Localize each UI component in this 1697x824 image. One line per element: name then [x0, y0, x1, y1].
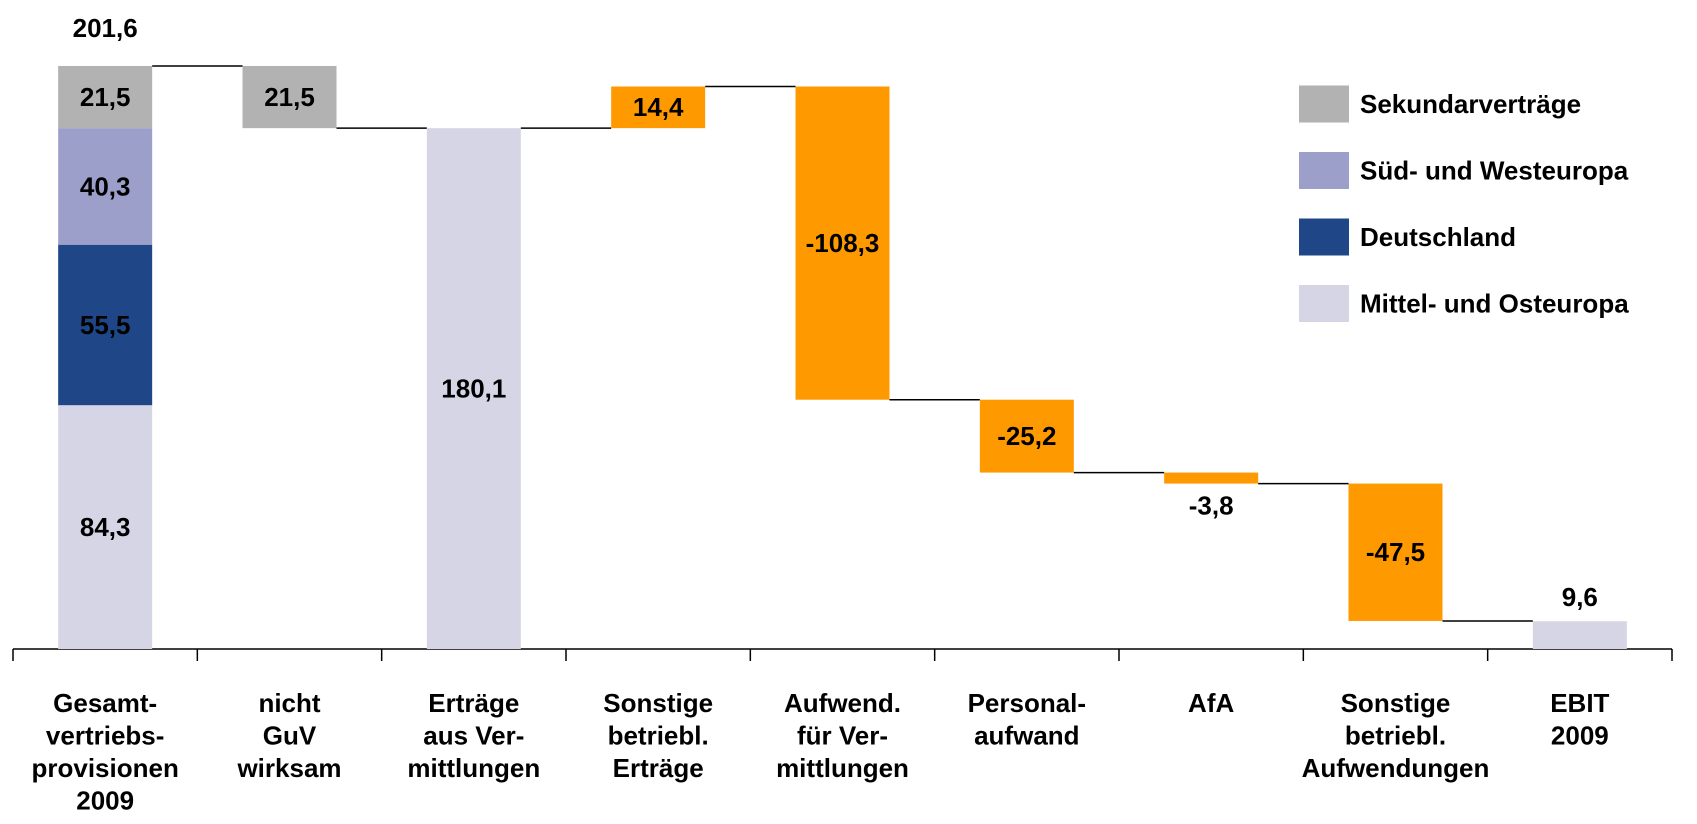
value-label: 201,6	[73, 13, 138, 43]
bar	[1348, 483, 1443, 621]
value-label: 40,3	[80, 171, 131, 201]
legend-swatch	[1299, 218, 1349, 256]
value-label: -47,5	[1366, 537, 1425, 567]
x-tick-label-line: mittlungen	[776, 753, 909, 783]
x-tick-label: Personal-aufwand	[968, 688, 1087, 751]
bar-segment	[58, 65, 153, 129]
x-tick-label-line: Erträge	[613, 753, 704, 783]
legend-swatch	[1299, 152, 1349, 189]
x-tick-label-line: EBIT	[1550, 688, 1609, 718]
x-tick-label-line: GuV	[263, 720, 317, 750]
bar-segment	[58, 405, 153, 649]
bar-segment	[58, 244, 153, 406]
legend-label: Deutschland	[1360, 222, 1516, 252]
value-label: 21,5	[80, 82, 131, 112]
value-label: 9,6	[1562, 582, 1598, 612]
x-tick-label-line: Aufwendungen	[1302, 753, 1490, 783]
x-tick-label: Aufwend. für Ver-mittlungen	[776, 688, 909, 783]
bar	[795, 86, 890, 400]
x-tick-label-line: 2009	[76, 785, 134, 815]
value-label: 55,5	[80, 310, 131, 340]
legend-label: Mittel- und Osteuropa	[1360, 288, 1629, 318]
legend-swatch	[1299, 285, 1349, 322]
bar	[1164, 472, 1259, 484]
x-tick-label: Sonstige betriebl. Aufwendungen	[1302, 688, 1490, 783]
x-tick-label-line: provisionen	[31, 753, 178, 783]
x-tick-label-line: nicht	[258, 688, 320, 718]
x-tick-label-line: für Ver-	[797, 720, 888, 750]
x-tick-label-line: aufwand	[974, 720, 1079, 750]
value-label: -3,8	[1189, 490, 1234, 520]
value-label: 21,5	[264, 82, 315, 112]
x-tick-label-line: Erträge	[428, 688, 519, 718]
x-tick-label-line: 2009	[1551, 720, 1609, 750]
value-label: 84,3	[80, 512, 131, 542]
x-tick-label: EBIT 2009	[1550, 688, 1609, 751]
legend-label: Sekundarverträge	[1360, 89, 1581, 119]
value-label: 180,1	[441, 373, 506, 403]
value-label: -108,3	[806, 228, 880, 258]
value-label: -25,2	[997, 421, 1056, 451]
x-tick-label-line: mittlungen	[407, 753, 540, 783]
bar-segment	[58, 128, 153, 245]
x-tick-label-line: Aufwend.	[784, 688, 901, 718]
x-tick-label-line: wirksam	[236, 753, 341, 783]
legend-label: Süd- und Westeuropa	[1360, 155, 1629, 185]
x-tick-label-line: betriebl.	[1345, 720, 1446, 750]
bar	[426, 128, 521, 649]
x-tick-label-line: vertriebs-	[46, 720, 165, 750]
bar	[611, 86, 706, 129]
bar	[979, 399, 1074, 473]
bar	[1532, 621, 1627, 649]
legend-swatch	[1299, 85, 1349, 123]
x-tick-label: nicht GuV wirksam	[236, 688, 341, 783]
x-tick-label-line: AfA	[1188, 688, 1234, 718]
x-tick-label-line: betriebl.	[608, 720, 709, 750]
x-tick-label-line: Gesamt-	[53, 688, 157, 718]
x-tick-label-line: Personal-	[968, 688, 1087, 718]
x-tick-label: Gesamt-vertriebs-provisionen 2009	[31, 688, 178, 816]
x-tick-label-line: Sonstige	[603, 688, 713, 718]
x-tick-label: AfA	[1188, 688, 1234, 718]
value-label: 14,4	[633, 92, 684, 122]
x-tick-label: Erträge aus Ver-mittlungen	[407, 688, 540, 783]
x-tick-label: Sonstige betriebl. Erträge	[603, 688, 713, 783]
x-tick-label-line: Sonstige	[1341, 688, 1451, 718]
bar	[242, 65, 337, 129]
x-tick-label-line: aus Ver-	[423, 720, 524, 750]
